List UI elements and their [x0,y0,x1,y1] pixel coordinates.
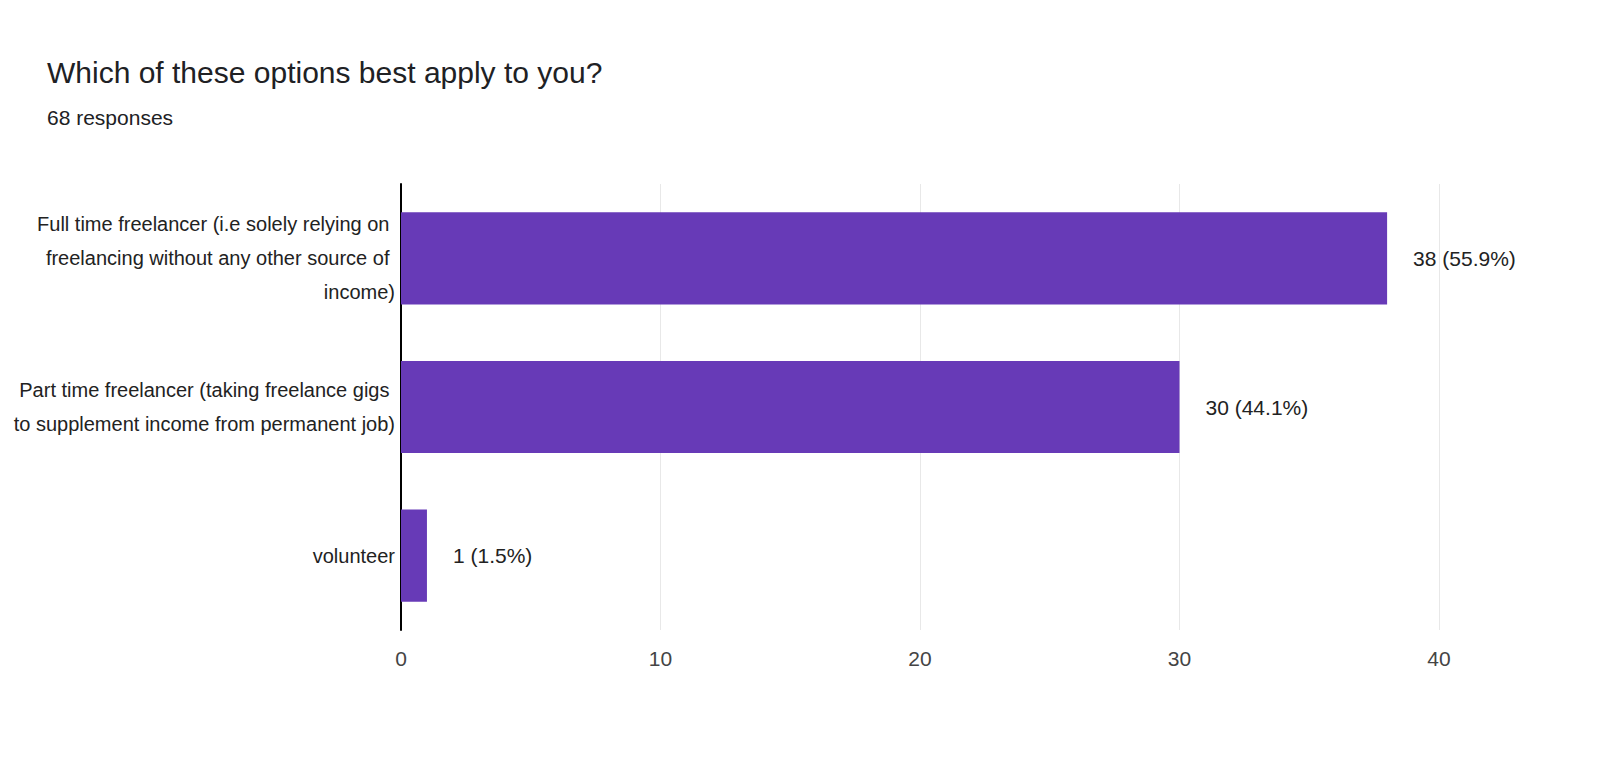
svg-text:volunteer: volunteer [313,545,396,567]
svg-text:30: 30 [1168,647,1191,670]
svg-text:68 responses: 68 responses [47,106,173,129]
svg-text:to supplement income from perm: to supplement income from permanent job) [14,413,395,435]
svg-text:Which of these options best ap: Which of these options best apply to you… [47,56,602,89]
svg-text:freelancing without any other: freelancing without any other source of [46,247,395,269]
svg-text:Full time freelancer (i.e sole: Full time freelancer (i.e solely relying… [37,213,395,235]
svg-text:10: 10 [649,647,672,670]
svg-text:20: 20 [908,647,931,670]
svg-text:40: 40 [1427,647,1450,670]
svg-text:30 (44.1%): 30 (44.1%) [1206,396,1309,419]
svg-text:income): income) [324,281,395,303]
svg-text:38 (55.9%): 38 (55.9%) [1413,247,1516,270]
svg-text:Part time freelancer (taking f: Part time freelancer (taking freelance g… [19,379,395,401]
svg-text:1 (1.5%): 1 (1.5%) [453,544,532,567]
svg-text:0: 0 [395,647,407,670]
